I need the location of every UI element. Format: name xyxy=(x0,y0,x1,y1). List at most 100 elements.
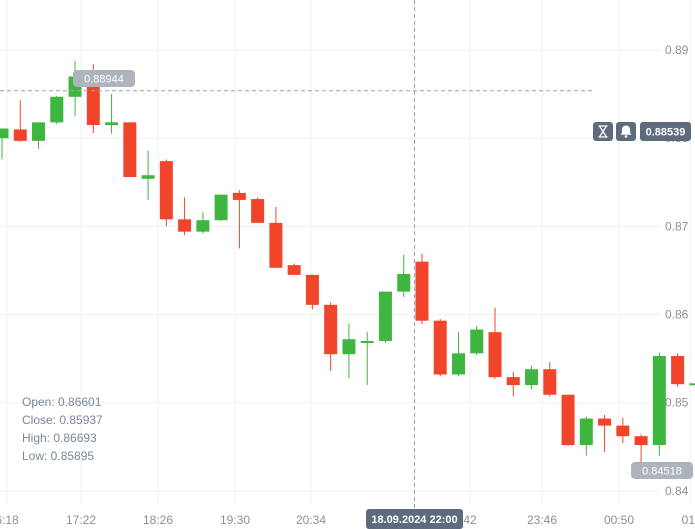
candle[interactable] xyxy=(305,274,319,310)
candle[interactable] xyxy=(506,371,520,397)
candle-body xyxy=(671,355,685,385)
crosshair xyxy=(0,0,595,510)
candle-body xyxy=(634,436,648,446)
x-tick-label: 18:26 xyxy=(143,513,173,527)
candle-body xyxy=(652,355,666,446)
candle[interactable] xyxy=(0,128,9,160)
candle-body xyxy=(470,329,484,354)
crosshair-time-pill xyxy=(366,509,463,529)
candle-body xyxy=(0,128,9,139)
candle-body xyxy=(269,222,283,268)
candle[interactable] xyxy=(671,353,685,387)
candle[interactable] xyxy=(287,263,301,275)
candle-body xyxy=(214,194,228,221)
candle-body xyxy=(525,369,539,386)
candle[interactable] xyxy=(543,362,557,397)
candle[interactable] xyxy=(378,291,392,343)
crosshair-price-pill xyxy=(640,122,691,141)
candle[interactable] xyxy=(616,417,630,444)
candle[interactable] xyxy=(13,100,27,142)
ohlc-close: Close: 0.85937 xyxy=(22,413,103,427)
candle[interactable] xyxy=(269,206,283,268)
ohlc-open: Open: 0.86601 xyxy=(22,395,102,409)
candle[interactable] xyxy=(159,159,173,227)
candle[interactable] xyxy=(634,434,648,463)
candle-body xyxy=(433,320,447,375)
candle-body xyxy=(543,369,557,395)
candle[interactable] xyxy=(360,332,374,386)
price-alert-button[interactable] xyxy=(616,122,636,141)
candle[interactable] xyxy=(342,323,356,379)
candle-body xyxy=(251,199,265,223)
x-tick-label: 00:50 xyxy=(604,513,634,527)
candle[interactable] xyxy=(214,194,228,222)
candle-body xyxy=(13,129,27,141)
price-timer-button[interactable] xyxy=(593,122,613,141)
y-tick-label: 0.85 xyxy=(665,396,689,410)
candle[interactable] xyxy=(415,253,429,325)
candle[interactable] xyxy=(433,318,447,377)
candle-body xyxy=(452,353,465,375)
crosshair-time-label: 18.09.2024 22:00 xyxy=(371,514,457,526)
y-tick-label: 0.89 xyxy=(665,43,689,57)
candles xyxy=(0,60,695,463)
candle[interactable] xyxy=(652,352,666,456)
candle[interactable] xyxy=(397,254,411,297)
candle[interactable] xyxy=(251,197,265,223)
low-price-label: 0.84518 xyxy=(642,466,682,478)
candle[interactable] xyxy=(488,307,502,379)
crosshair-price-label: 0.88539 xyxy=(646,127,686,139)
candle-body xyxy=(415,261,429,321)
candle[interactable] xyxy=(525,365,539,390)
x-tick-label: 19:30 xyxy=(220,513,250,527)
candle-body xyxy=(360,340,374,343)
x-tick-label: 01: xyxy=(682,513,695,527)
candle-body xyxy=(141,175,155,179)
candle[interactable] xyxy=(196,212,210,234)
candle-body xyxy=(324,304,338,355)
candle[interactable] xyxy=(561,394,575,446)
x-axis: 6:18 17:22 18:26 19:30 20:34 42 23:46 00:50 01: xyxy=(0,513,695,527)
candle-body xyxy=(105,122,119,126)
candle-body xyxy=(305,274,319,305)
crosshair-time-badge: 18.09.2024 22:00 xyxy=(366,509,463,529)
x-tick-label: 17:22 xyxy=(66,513,96,527)
candle[interactable] xyxy=(123,122,137,178)
y-tick-label: 0.86 xyxy=(665,308,689,322)
candle-body xyxy=(50,96,64,123)
candle[interactable] xyxy=(32,122,46,149)
candle[interactable] xyxy=(324,302,338,371)
candle[interactable] xyxy=(689,376,695,406)
candle-body xyxy=(232,192,246,200)
candle[interactable] xyxy=(232,190,246,249)
ohlc-high: High: 0.86693 xyxy=(22,431,97,445)
grid xyxy=(0,0,691,505)
candle[interactable] xyxy=(50,95,64,125)
high-price-label: 0.88944 xyxy=(84,74,124,86)
low-price-pill xyxy=(631,462,693,479)
candle[interactable] xyxy=(178,197,192,236)
candle-body xyxy=(86,76,100,126)
candle-body xyxy=(561,394,575,446)
candle-body xyxy=(598,418,612,426)
candle-body xyxy=(196,220,210,232)
candle[interactable] xyxy=(105,94,119,134)
y-tick-label: 0.87 xyxy=(665,219,689,233)
ohlc-low: Low: 0.85895 xyxy=(22,449,94,463)
candle-body xyxy=(397,273,411,292)
candle-body xyxy=(616,425,630,437)
candle[interactable] xyxy=(579,416,593,456)
crosshair-price-controls: 0.88539 xyxy=(593,122,691,141)
candle[interactable] xyxy=(452,332,465,377)
candle-body xyxy=(378,291,392,341)
hourglass-icon xyxy=(598,125,608,138)
candle-body xyxy=(488,332,502,378)
candle-body xyxy=(178,219,192,232)
candle[interactable] xyxy=(598,415,612,453)
candle[interactable] xyxy=(68,60,82,117)
y-axis: 0.890.880.870.860.850.84 xyxy=(665,43,689,498)
candle[interactable] xyxy=(141,150,155,200)
candle[interactable] xyxy=(470,325,484,356)
candle-body xyxy=(579,418,593,446)
